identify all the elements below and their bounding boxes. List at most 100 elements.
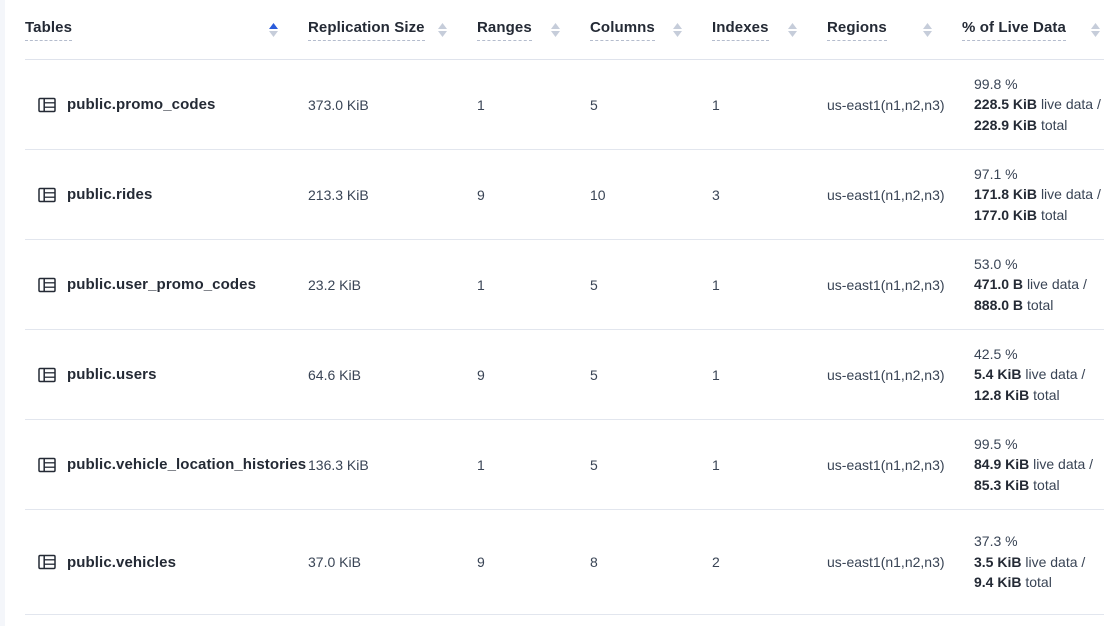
ranges-cell: 9	[477, 186, 485, 203]
total-bytes-line: 228.9 KiB total	[974, 115, 1104, 136]
sort-icon[interactable]	[673, 22, 682, 37]
live-bytes-line: 3.5 KiB live data /	[974, 552, 1104, 573]
column-header[interactable]: Indexes	[712, 0, 827, 59]
live-suffix: live data /	[1026, 276, 1087, 293]
total-bytes-line: 888.0 B total	[974, 295, 1104, 316]
column-header[interactable]: % of Live Data	[962, 0, 1104, 59]
table-row[interactable]: public.rides 213.3 KiB 9 10 3 us-east1(n…	[25, 150, 1104, 240]
live-percent: 97.1 %	[974, 165, 1018, 182]
indexes-cell: 1	[712, 456, 720, 473]
total-bytes: 888.0 B	[974, 296, 1024, 313]
column-header-label[interactable]: Ranges	[477, 19, 532, 41]
table-body: public.promo_codes 373.0 KiB 1 5 1 us-ea…	[25, 60, 1104, 615]
column-header-label[interactable]: Columns	[590, 19, 655, 41]
live-data-cell: 37.3 % 3.5 KiB live data / 9.4 KiB total	[962, 531, 1104, 593]
column-header[interactable]: Regions	[827, 0, 962, 59]
sort-desc-arrow-icon[interactable]	[923, 30, 932, 37]
indexes-cell: 3	[712, 186, 720, 203]
live-bytes-line: 471.0 B live data /	[974, 274, 1104, 295]
table-name[interactable]: public.rides	[67, 186, 153, 203]
ranges-cell: 9	[477, 554, 485, 570]
sort-icon[interactable]	[788, 22, 797, 37]
table-name-cell: public.vehicles	[25, 554, 308, 571]
table-icon	[38, 367, 56, 383]
column-header[interactable]: Tables	[25, 0, 308, 59]
indexes-cell: 1	[712, 366, 720, 383]
live-suffix: live data /	[1040, 186, 1101, 203]
columns-cell: 5	[590, 96, 598, 113]
table-row[interactable]: public.vehicles 37.0 KiB 9 8 2 us-east1(…	[25, 510, 1104, 615]
replication-size-cell: 373.0 KiB	[308, 96, 369, 113]
live-bytes-line: 84.9 KiB live data /	[974, 454, 1104, 475]
live-bytes: 228.5 KiB	[974, 96, 1038, 113]
sort-icon[interactable]	[269, 22, 278, 37]
live-bytes-line: 5.4 KiB live data /	[974, 364, 1104, 385]
columns-cell: 8	[590, 554, 598, 570]
live-bytes-line: 228.5 KiB live data /	[974, 94, 1104, 115]
columns-cell: 5	[590, 456, 598, 473]
table-name-cell: public.vehicle_location_histories	[25, 456, 308, 473]
column-header-label[interactable]: Regions	[827, 19, 887, 41]
replication-size-cell: 37.0 KiB	[308, 554, 361, 570]
total-bytes: 228.9 KiB	[974, 116, 1038, 133]
sort-asc-arrow-icon[interactable]	[438, 22, 447, 29]
regions-cell: us-east1(n1,n2,n3)	[827, 186, 945, 203]
sort-desc-arrow-icon[interactable]	[1091, 30, 1100, 37]
table-name-cell: public.user_promo_codes	[25, 276, 308, 293]
total-suffix: total	[1040, 206, 1068, 223]
table-row[interactable]: public.users 64.6 KiB 9 5 1 us-east1(n1,…	[25, 330, 1104, 420]
sort-asc-arrow-icon[interactable]	[673, 22, 682, 29]
sort-asc-arrow-icon[interactable]	[923, 22, 932, 29]
total-suffix: total	[1040, 116, 1068, 133]
table-row[interactable]: public.promo_codes 373.0 KiB 1 5 1 us-ea…	[25, 60, 1104, 150]
live-percent: 99.8 %	[974, 75, 1018, 92]
total-suffix: total	[1033, 386, 1060, 403]
table-header-row: Tables Replication Size Ranges Columns I…	[25, 0, 1104, 60]
total-bytes: 85.3 KiB	[974, 476, 1030, 493]
live-data-cell: 99.8 % 228.5 KiB live data / 228.9 KiB t…	[962, 74, 1104, 136]
sort-desc-arrow-icon[interactable]	[269, 30, 278, 37]
column-header-label[interactable]: % of Live Data	[962, 19, 1066, 41]
sort-asc-arrow-icon[interactable]	[788, 22, 797, 29]
sort-icon[interactable]	[1091, 22, 1100, 37]
regions-cell: us-east1(n1,n2,n3)	[827, 456, 945, 473]
column-header-label[interactable]: Indexes	[712, 19, 769, 41]
table-row[interactable]: public.vehicle_location_histories 136.3 …	[25, 420, 1104, 510]
sort-desc-arrow-icon[interactable]	[788, 30, 797, 37]
live-bytes: 3.5 KiB	[974, 553, 1022, 570]
sort-icon[interactable]	[551, 22, 560, 37]
table-name-cell: public.promo_codes	[25, 96, 308, 113]
table-name[interactable]: public.user_promo_codes	[67, 276, 257, 293]
sort-desc-arrow-icon[interactable]	[673, 30, 682, 37]
column-header-label[interactable]: Tables	[25, 19, 73, 41]
sort-desc-arrow-icon[interactable]	[551, 30, 560, 37]
sort-asc-arrow-icon[interactable]	[1091, 22, 1100, 29]
table-name[interactable]: public.users	[67, 366, 157, 383]
column-header[interactable]: Columns	[590, 0, 712, 59]
sort-icon[interactable]	[923, 22, 932, 37]
total-bytes: 12.8 KiB	[974, 386, 1030, 403]
column-header-label[interactable]: Replication Size	[308, 19, 425, 41]
total-bytes-line: 12.8 KiB total	[974, 385, 1104, 406]
table-row[interactable]: public.user_promo_codes 23.2 KiB 1 5 1 u…	[25, 240, 1104, 330]
columns-cell: 5	[590, 366, 598, 383]
sort-icon[interactable]	[438, 22, 447, 37]
replication-size-cell: 213.3 KiB	[308, 186, 369, 203]
sort-desc-arrow-icon[interactable]	[438, 30, 447, 37]
table-name[interactable]: public.vehicle_location_histories	[67, 456, 307, 473]
live-suffix: live data /	[1033, 456, 1094, 473]
column-header[interactable]: Replication Size	[308, 0, 477, 59]
indexes-cell: 2	[712, 554, 720, 570]
sort-asc-arrow-icon[interactable]	[551, 22, 560, 29]
regions-cell: us-east1(n1,n2,n3)	[827, 554, 945, 570]
table-icon	[38, 97, 56, 113]
total-bytes-line: 177.0 KiB total	[974, 205, 1104, 226]
table-name-cell: public.rides	[25, 186, 308, 203]
table-name[interactable]: public.promo_codes	[67, 96, 216, 113]
regions-cell: us-east1(n1,n2,n3)	[827, 96, 945, 113]
columns-cell: 10	[590, 186, 606, 203]
table-name[interactable]: public.vehicles	[67, 553, 177, 571]
sort-asc-arrow-icon[interactable]	[269, 22, 278, 29]
column-header[interactable]: Ranges	[477, 0, 590, 59]
